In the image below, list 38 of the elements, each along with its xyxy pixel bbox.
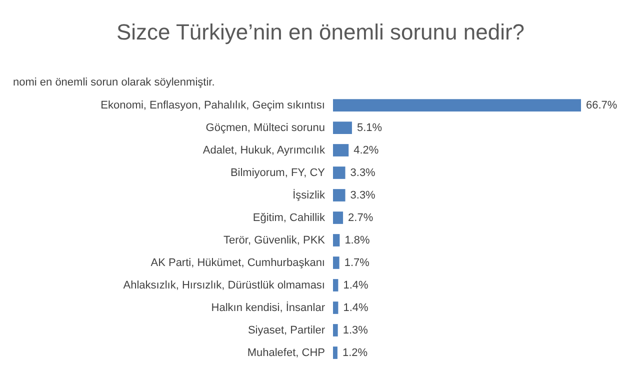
data-label: 4.2% xyxy=(354,144,379,156)
text: nomi en önemli sorun olarak söylenmiştir. xyxy=(13,76,215,88)
data-label: 1.8% xyxy=(344,234,370,246)
data-label: 3.3% xyxy=(350,189,376,202)
bar xyxy=(333,166,346,179)
bar xyxy=(333,256,340,269)
y-tick-label: Ekonomi, Enflasyon, Pahalılık, Geçim sıkıntısı xyxy=(100,99,325,112)
y-tick-label: Muhalefet, CHP xyxy=(247,346,325,359)
y-tick-label: Bilmiyorum, FY, CY xyxy=(230,166,326,179)
data-label: 1.4% xyxy=(343,279,368,292)
y-tick-label: Terör, Güvenlik, PKK xyxy=(224,234,326,246)
chart-title: Sizce Türkiye’nin en önemli sorunu nedir? xyxy=(116,20,525,44)
bar xyxy=(333,324,338,336)
data-label: 66.7% xyxy=(586,99,618,112)
bar xyxy=(333,212,344,224)
y-tick-label: İşsizlik xyxy=(292,188,326,202)
bar xyxy=(333,144,349,156)
y-tick-label: Ahlaksızlık, Hırsızlık, Dürüstlük olmaması xyxy=(123,279,325,292)
bar xyxy=(333,234,340,246)
data-label: 1.3% xyxy=(342,324,368,336)
data-label: 1.7% xyxy=(344,256,370,269)
y-tick-label: Siyaset, Partiler xyxy=(248,324,326,336)
y-tick-label: Adalet, Hukuk, Ayrımcılık xyxy=(202,144,326,156)
data-label: 5.1% xyxy=(356,122,382,134)
data-label: 1.4% xyxy=(343,302,368,314)
y-tick-label: Göçmen, Mülteci sorunu xyxy=(206,122,325,134)
bar xyxy=(333,99,581,112)
data-label: 1.2% xyxy=(342,346,368,359)
y-tick-label: Eğitim, Cahillik xyxy=(252,212,326,224)
bar xyxy=(333,279,338,292)
y-tick-label: AK Parti, Hükümet, Cumhurbaşkanı xyxy=(150,256,325,269)
bar xyxy=(333,122,352,134)
data-label: 3.3% xyxy=(350,166,376,179)
bar xyxy=(333,189,346,202)
bar xyxy=(333,346,338,359)
bar xyxy=(333,302,338,314)
data-label: 2.7% xyxy=(348,212,374,224)
y-tick-label: Halkın kendisi, İnsanlar xyxy=(211,300,326,314)
